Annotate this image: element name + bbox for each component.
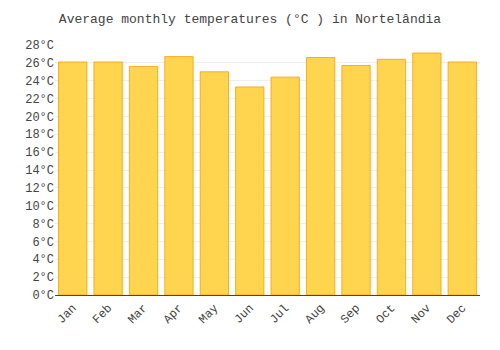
svg-text:28°C: 28°C <box>25 39 54 53</box>
svg-text:18°C: 18°C <box>25 128 54 142</box>
svg-text:26°C: 26°C <box>25 57 54 71</box>
svg-text:Feb: Feb <box>90 302 115 327</box>
svg-text:10°C: 10°C <box>25 200 54 214</box>
svg-text:12°C: 12°C <box>25 182 54 196</box>
svg-text:6°C: 6°C <box>32 236 54 250</box>
svg-text:Jun: Jun <box>232 302 257 327</box>
svg-text:Nov: Nov <box>409 302 434 327</box>
svg-text:Jan: Jan <box>55 302 80 327</box>
svg-text:0°C: 0°C <box>32 289 54 303</box>
svg-text:Dec: Dec <box>444 302 469 327</box>
svg-text:24°C: 24°C <box>25 75 54 89</box>
svg-text:16°C: 16°C <box>25 146 54 160</box>
svg-text:Apr: Apr <box>161 302 186 327</box>
svg-text:May: May <box>196 302 221 327</box>
svg-text:4°C: 4°C <box>32 253 54 267</box>
svg-text:Sep: Sep <box>338 302 363 327</box>
svg-text:Mar: Mar <box>125 302 150 327</box>
svg-text:Average monthly temperatures (: Average monthly temperatures (°C ) in No… <box>59 12 441 27</box>
svg-text:Oct: Oct <box>373 302 398 327</box>
svg-text:22°C: 22°C <box>25 93 54 107</box>
svg-text:8°C: 8°C <box>32 218 54 232</box>
svg-text:Aug: Aug <box>303 302 328 327</box>
svg-text:20°C: 20°C <box>25 111 54 125</box>
svg-text:14°C: 14°C <box>25 164 54 178</box>
svg-text:2°C: 2°C <box>32 271 54 285</box>
svg-text:Jul: Jul <box>267 302 292 327</box>
